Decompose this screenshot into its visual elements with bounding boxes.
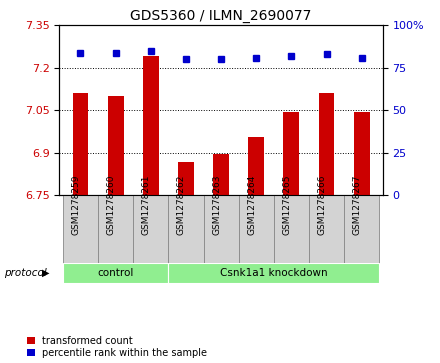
Text: control: control bbox=[97, 268, 134, 278]
Bar bbox=[248, 137, 264, 195]
Bar bbox=[204, 195, 238, 263]
Bar bbox=[274, 195, 309, 263]
Text: protocol: protocol bbox=[4, 268, 47, 278]
Legend: transformed count, percentile rank within the sample: transformed count, percentile rank withi… bbox=[27, 336, 207, 358]
Bar bbox=[169, 263, 379, 283]
Text: GSM1278267: GSM1278267 bbox=[353, 175, 362, 235]
Bar bbox=[73, 93, 88, 195]
Bar bbox=[63, 195, 98, 263]
Text: ▶: ▶ bbox=[42, 268, 49, 278]
Title: GDS5360 / ILMN_2690077: GDS5360 / ILMN_2690077 bbox=[130, 9, 312, 23]
Bar bbox=[309, 195, 344, 263]
Bar bbox=[63, 263, 169, 283]
Bar bbox=[98, 195, 133, 263]
Bar bbox=[344, 195, 379, 263]
Text: GSM1278260: GSM1278260 bbox=[106, 175, 116, 235]
Bar bbox=[354, 111, 370, 195]
Bar bbox=[133, 195, 169, 263]
Text: Csnk1a1 knockdown: Csnk1a1 knockdown bbox=[220, 268, 328, 278]
Bar bbox=[143, 57, 159, 195]
Bar bbox=[238, 195, 274, 263]
Text: GSM1278266: GSM1278266 bbox=[318, 175, 326, 235]
Text: GSM1278263: GSM1278263 bbox=[212, 175, 221, 235]
Bar bbox=[213, 154, 229, 195]
Text: GSM1278264: GSM1278264 bbox=[247, 175, 256, 235]
Bar bbox=[169, 195, 204, 263]
Bar bbox=[108, 96, 124, 195]
Text: GSM1278259: GSM1278259 bbox=[71, 175, 81, 235]
Bar bbox=[178, 163, 194, 195]
Text: GSM1278262: GSM1278262 bbox=[177, 175, 186, 235]
Text: GSM1278261: GSM1278261 bbox=[142, 175, 151, 235]
Text: GSM1278265: GSM1278265 bbox=[282, 175, 291, 235]
Bar bbox=[283, 111, 299, 195]
Bar bbox=[319, 93, 334, 195]
